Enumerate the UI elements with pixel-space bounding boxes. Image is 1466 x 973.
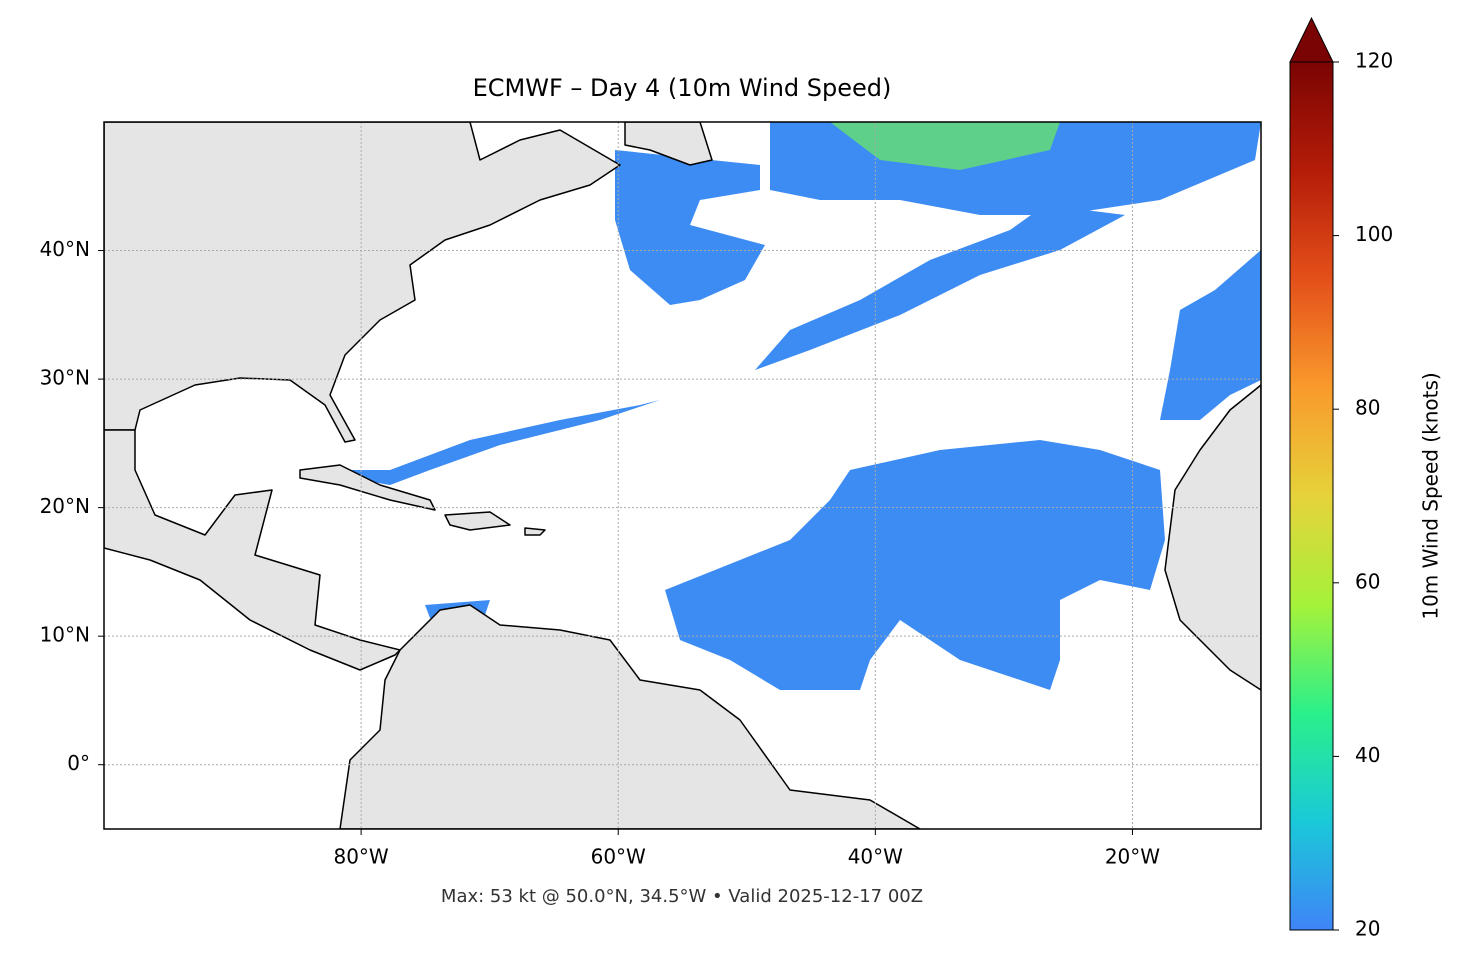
colorbar-label: 10m Wind Speed (knots) xyxy=(1419,372,1443,619)
footer-note: Max: 53 kt @ 50.0°N, 34.5°W • Valid 2025… xyxy=(441,886,923,907)
y-tick-label: 30°N xyxy=(40,366,90,390)
wind-area xyxy=(830,122,1060,170)
wind-area xyxy=(1160,250,1261,420)
land-north-america xyxy=(104,122,621,443)
colorbar-tick-label: 20 xyxy=(1355,917,1380,941)
land-south-america xyxy=(339,604,921,829)
y-tick-label: 0° xyxy=(67,751,90,775)
graticule xyxy=(104,122,1261,829)
axis-ticks: 80°W 60°W 40°W 20°W 0° 10°N 20°N 30°N 40°N xyxy=(40,237,1161,868)
land-newfoundland xyxy=(624,122,713,166)
map-area xyxy=(104,122,1261,829)
colorbar-tick-label: 120 xyxy=(1355,49,1393,73)
wind-area xyxy=(615,150,765,305)
x-tick-label: 20°W xyxy=(1105,845,1160,869)
wind-area xyxy=(300,400,660,485)
colorbar-extend xyxy=(1289,16,1334,63)
y-tick-label: 20°N xyxy=(40,494,90,518)
y-tick-label: 10°N xyxy=(40,623,90,647)
y-tick-label: 40°N xyxy=(40,237,90,261)
wind-area xyxy=(755,205,1125,370)
map-frame xyxy=(103,121,1262,830)
x-tick-label: 40°W xyxy=(848,845,903,869)
colorbar-tick-label: 60 xyxy=(1355,569,1380,593)
colorbar-tick-label: 100 xyxy=(1355,222,1393,246)
colorbar-tick-label: 80 xyxy=(1355,396,1380,420)
land-hispaniola xyxy=(444,511,511,531)
x-tick-label: 60°W xyxy=(591,845,646,869)
colorbar: 20 40 60 80 100 120 xyxy=(1289,16,1393,941)
wind-area xyxy=(665,440,1165,690)
landmasses xyxy=(104,122,1261,829)
map-title: ECMWF – Day 4 (10m Wind Speed) xyxy=(473,74,892,102)
land-africa xyxy=(1164,384,1261,691)
colorbar-tick-label: 40 xyxy=(1355,743,1380,767)
land-central-america xyxy=(104,429,401,671)
land-cuba xyxy=(299,464,436,511)
x-tick-label: 80°W xyxy=(333,845,388,869)
land-puerto-rico xyxy=(524,527,546,536)
colorbar-fill xyxy=(1289,61,1334,931)
